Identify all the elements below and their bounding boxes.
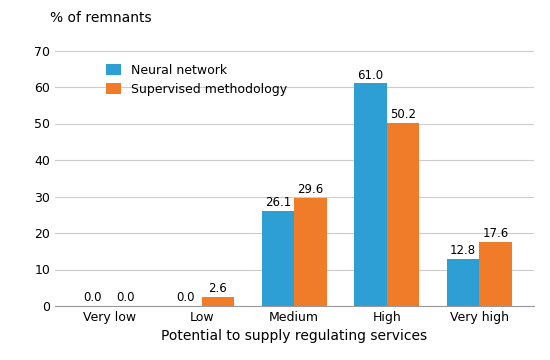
- Bar: [447, 259, 480, 306]
- Text: 50.2: 50.2: [390, 108, 416, 121]
- Text: 26.1: 26.1: [265, 196, 291, 209]
- Bar: [387, 123, 419, 306]
- Text: 17.6: 17.6: [482, 227, 509, 240]
- Bar: [294, 198, 327, 306]
- Text: 29.6: 29.6: [298, 183, 323, 196]
- Text: 61.0: 61.0: [358, 68, 384, 81]
- Text: 12.8: 12.8: [450, 244, 476, 257]
- Bar: [480, 242, 512, 306]
- Text: 0.0: 0.0: [116, 291, 135, 304]
- X-axis label: Potential to supply regulating services: Potential to supply regulating services: [161, 329, 427, 343]
- Bar: [202, 297, 234, 306]
- Legend: Neural network, Supervised methodology: Neural network, Supervised methodology: [100, 57, 293, 102]
- Bar: [262, 211, 294, 306]
- Bar: [354, 84, 387, 306]
- Text: 0.0: 0.0: [176, 291, 195, 304]
- Text: 2.6: 2.6: [208, 282, 227, 295]
- Text: 0.0: 0.0: [84, 291, 102, 304]
- Text: % of remnants: % of remnants: [50, 11, 151, 25]
